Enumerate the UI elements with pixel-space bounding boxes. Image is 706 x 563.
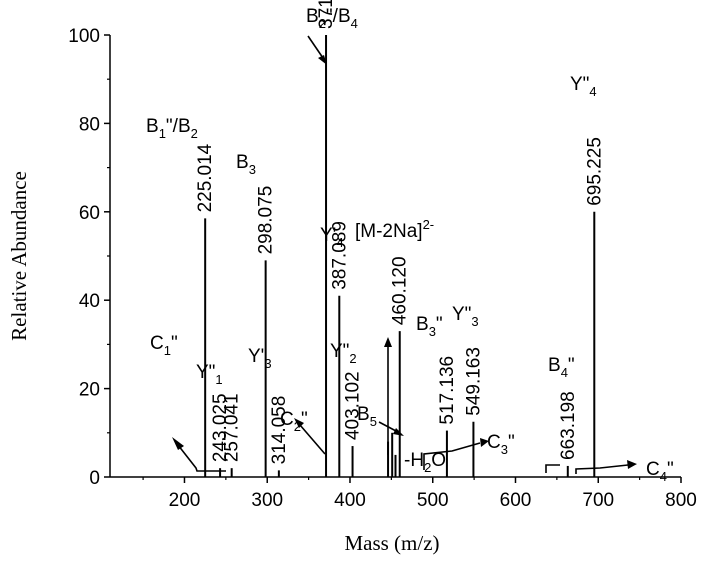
y-tick-label: 100 <box>68 26 100 47</box>
peak-label: 403.102 <box>343 371 364 440</box>
ion-label: B5 <box>357 404 377 429</box>
peak-label: 517.136 <box>437 356 458 425</box>
arrow-b5 <box>378 421 397 432</box>
ion-label: Y"1 <box>196 362 223 387</box>
arrow-c3-head <box>480 438 489 447</box>
annotation-arrows <box>172 35 637 474</box>
ion-label: C2" <box>280 409 308 434</box>
x-ticks: 200 300 400 500 600 700 800 <box>142 477 697 511</box>
peak-label: 225.014 <box>195 143 216 212</box>
peak-label: 298.075 <box>256 186 277 255</box>
ion-label: C4" <box>646 459 674 484</box>
x-tick-label: 400 <box>334 490 366 511</box>
x-tick-label: 800 <box>665 490 697 511</box>
ion-label: B4" <box>548 355 575 380</box>
ion-label: C1" <box>150 333 178 358</box>
peak-label: 257.041 <box>222 393 243 462</box>
y-tick-label: 0 <box>89 468 100 489</box>
ion-label: -H2O <box>404 450 446 475</box>
ion-label: C3" <box>487 432 515 457</box>
x-tick-label: 200 <box>169 490 201 511</box>
peak-label: 387.089 <box>329 221 350 290</box>
arrow-b5-head <box>393 428 404 436</box>
arrow-c1 <box>177 444 226 472</box>
x-tick-label: 500 <box>417 490 449 511</box>
ion-label: B3 <box>236 152 256 177</box>
arrow-c4-head <box>627 460 637 469</box>
arrow-c2-head <box>294 418 304 428</box>
arrow-c4 <box>575 464 629 474</box>
y-tick-label: 80 <box>79 114 100 135</box>
arrow-y4-head <box>384 337 392 347</box>
arrow-c2 <box>299 424 326 455</box>
fragment-ion-labels: B1"/B2 B3 B2"/B4 Y'4 [M-2Na]2- Y"4 C1" Y"1 Y'3 C2… <box>146 6 674 484</box>
y-tick-label: 40 <box>79 291 100 312</box>
arrow-c3 <box>423 442 481 470</box>
arrow-c1-head <box>172 437 184 450</box>
x-tick-label: 600 <box>500 490 532 511</box>
ion-label: [M-2Na]2- <box>355 217 434 242</box>
arrow-b2b4 <box>307 35 324 59</box>
peak-label: 663.198 <box>558 391 579 460</box>
ion-label: Y"2 <box>330 341 357 366</box>
y-tick-label: 20 <box>79 380 100 401</box>
ion-label: Y"4 <box>570 74 597 99</box>
peak-label: 460.120 <box>390 256 411 325</box>
peak-label: 243.025 <box>210 393 231 462</box>
x-tick-label: 300 <box>251 490 283 511</box>
peak-label: 371.063 <box>316 0 337 29</box>
peak-label: 695.225 <box>584 137 605 206</box>
plot-axes <box>109 35 681 478</box>
x-axis-title: Mass (m/z) <box>344 531 439 555</box>
arrow-c3-bracket <box>545 464 560 473</box>
ion-label: B2"/B4 <box>306 6 358 31</box>
y-tick-label: 60 <box>79 203 100 224</box>
ion-label: Y'3 <box>248 346 272 371</box>
ion-label: B3" <box>416 314 443 339</box>
ion-label: Y'4 <box>320 225 344 250</box>
arrow-b2b4-head <box>318 55 327 65</box>
y-ticks: 0 20 40 60 80 100 <box>68 26 110 489</box>
x-tick-label: 700 <box>582 490 614 511</box>
ion-label: Y"3 <box>452 304 479 329</box>
peak-label: 314.058 <box>269 396 290 465</box>
peak-series <box>204 35 596 477</box>
y-axis-title: Relative Abundance <box>7 171 31 341</box>
peak-label: 549.163 <box>463 347 484 416</box>
ion-label: B1"/B2 <box>146 116 198 141</box>
